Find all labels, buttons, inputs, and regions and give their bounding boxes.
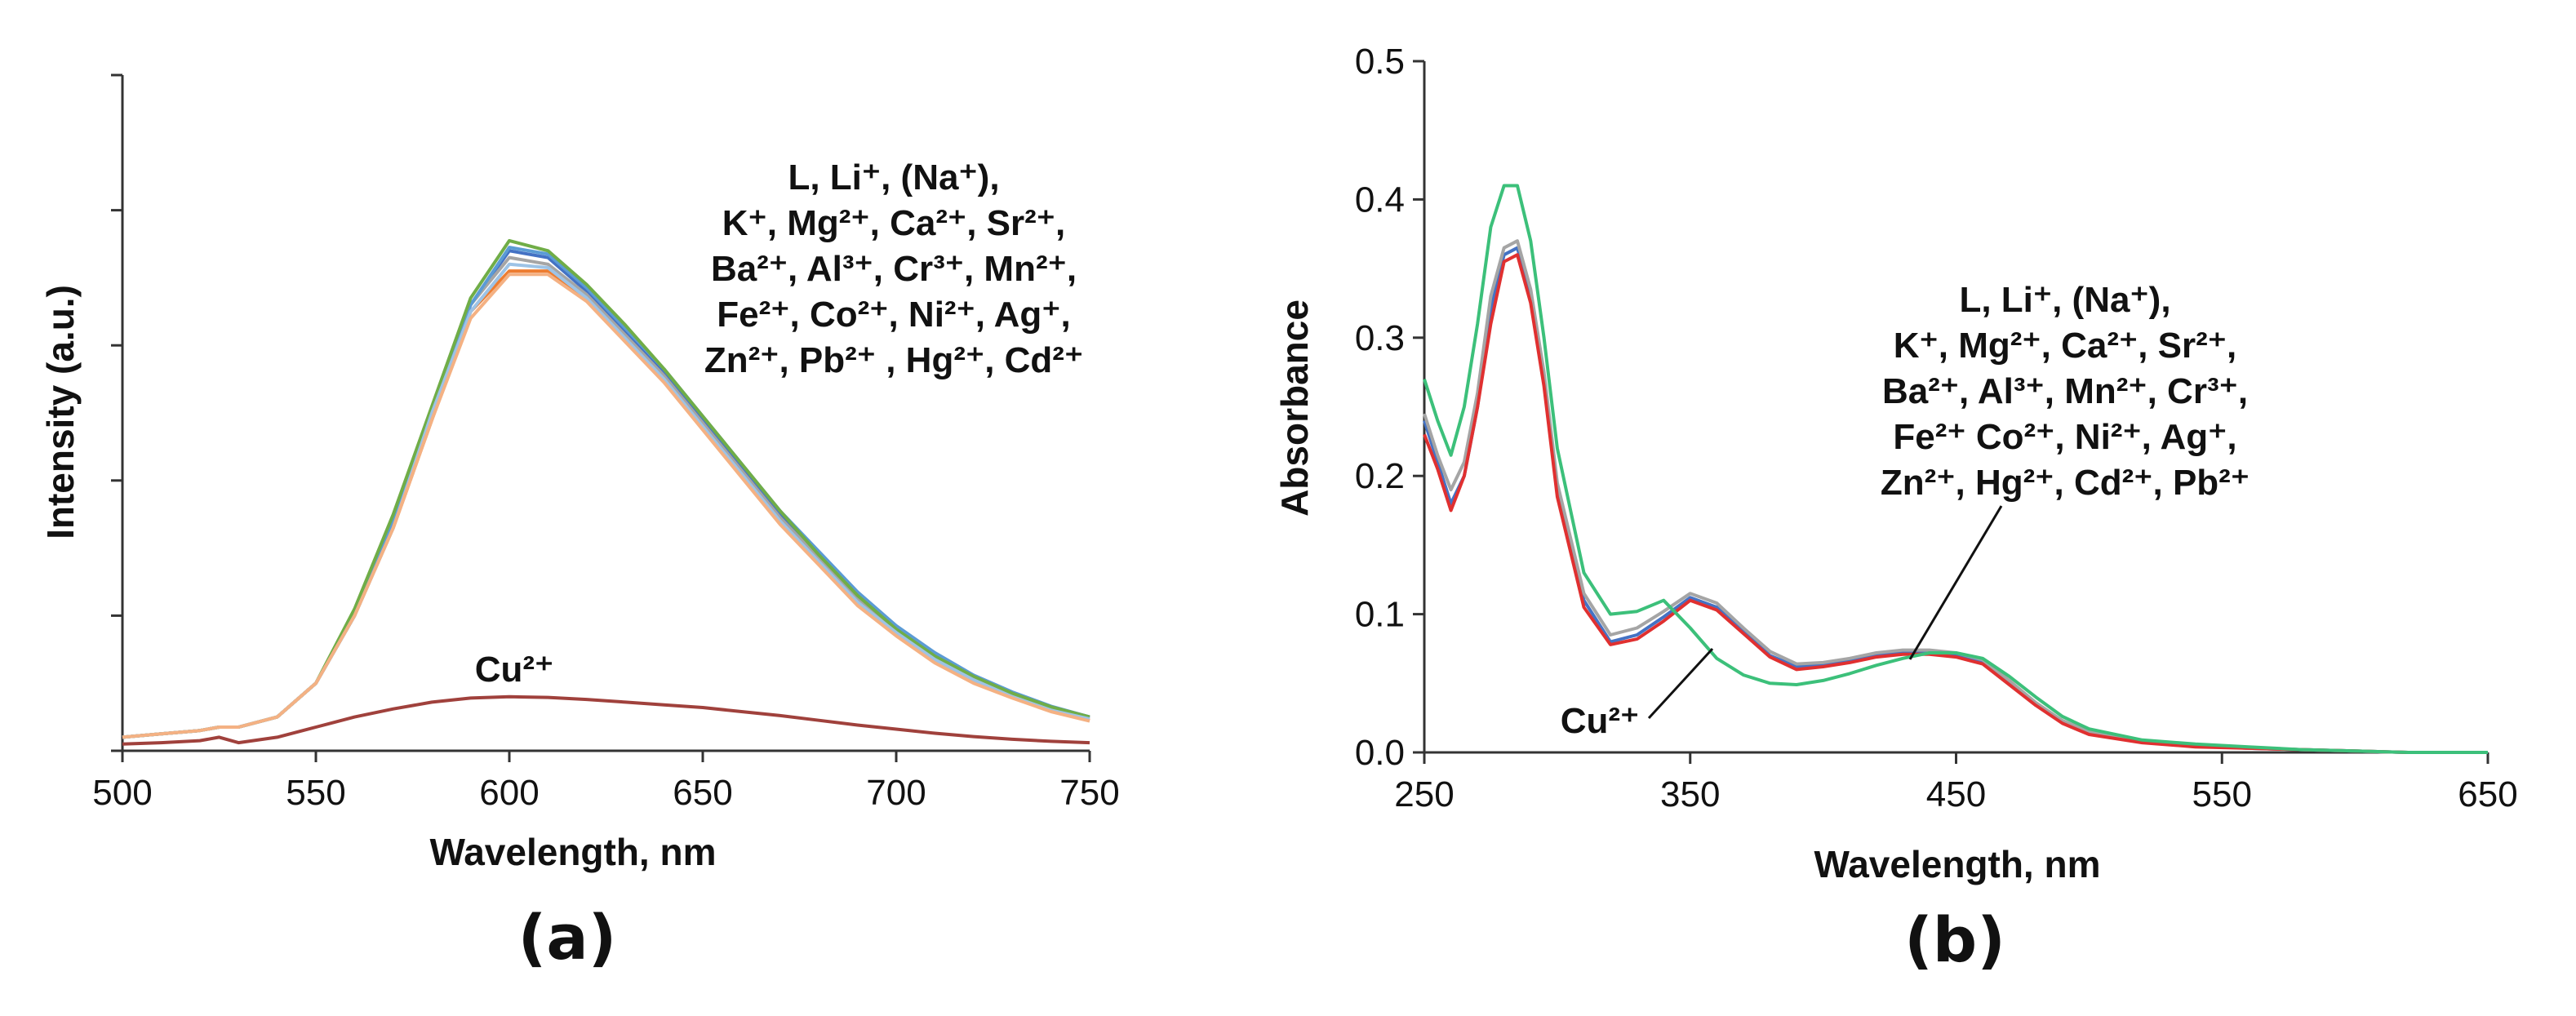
chart-a-x-tick-label: 750 [1059, 773, 1119, 813]
chart-b-legend-leader [1908, 505, 2003, 660]
chart-a-legend-line: Fe²⁺, Co²⁺, Ni²⁺, Ag⁺, [717, 295, 1070, 335]
chart-b-panel-label: (b) [1904, 903, 2005, 976]
chart-b-y-tick-label: 0.4 [1355, 180, 1405, 220]
chart-a-legend-line: Ba²⁺, Al³⁺, Cr³⁺, Mn²⁺, [711, 249, 1077, 289]
chart-b-legend-line: K⁺, Mg²⁺, Ca²⁺, Sr²⁺, [1894, 326, 2236, 366]
chart-a-legend-line: Zn²⁺, Pb²⁺ , Hg²⁺, Cd²⁺ [704, 340, 1083, 380]
chart-b-cu-annotation: Cu²⁺ [1561, 701, 1640, 741]
chart-b-x-tick-label: 250 [1394, 774, 1454, 814]
chart-b-x-tick-label: 550 [2192, 774, 2252, 814]
chart-b-legend-line: Zn²⁺, Hg²⁺, Cd²⁺, Pb²⁺ [1881, 463, 2250, 503]
chart-b-legend-line: Fe²⁺ Co²⁺, Ni²⁺, Ag⁺, [1893, 417, 2236, 457]
chart-b-y-tick-label: 0.2 [1355, 456, 1405, 496]
chart-b-legend-line: L, Li⁺, (Na⁺), [1959, 280, 2170, 320]
chart-b-y-tick-label: 0.0 [1355, 733, 1405, 773]
chart-b-y-tick-label: 0.3 [1355, 318, 1405, 358]
chart-b-xlabel: Wavelength, nm [1814, 843, 2101, 885]
chart-a-xlabel: Wavelength, nm [430, 831, 717, 873]
chart-b-y-tick-label: 0.5 [1355, 42, 1405, 82]
chart-b-legend-line: Ba²⁺, Al³⁺, Mn²⁺, Cr³⁺, [1882, 371, 2248, 411]
chart-b-cu-leader [1647, 647, 1714, 720]
chart-a: Intensity (a.u.) Wavelength, nm (a) L, L… [39, 73, 1120, 974]
chart-b-x-tick-label: 650 [2458, 774, 2517, 814]
chart-b-ylabel: Absorbance [1273, 299, 1316, 517]
chart-a-series-hg2- [122, 273, 1090, 739]
chart-a-series-cu2- [122, 694, 1090, 746]
chart-a-panel-label: (a) [518, 901, 617, 974]
chart-a-legend: L, Li⁺, (Na⁺), K⁺, Mg²⁺, Ca²⁺, Sr²⁺, Ba²… [704, 158, 1083, 380]
chart-b: Absorbance Wavelength, nm (b) L, Li⁺, (N… [1273, 42, 2518, 976]
chart-a-legend-line: K⁺, Mg²⁺, Ca²⁺, Sr²⁺, [722, 203, 1065, 243]
chart-a-x-tick-label: 550 [286, 773, 345, 813]
chart-b-x-tick-label: 350 [1660, 774, 1720, 814]
chart-b-series-pb2- [1423, 253, 2488, 754]
chart-a-legend-line: L, Li⁺, (Na⁺), [788, 158, 999, 197]
chart-b-legend: L, Li⁺, (Na⁺), K⁺, Mg²⁺, Ca²⁺, Sr²⁺, Ba²… [1881, 280, 2250, 503]
chart-a-x-tick-label: 600 [479, 773, 539, 813]
chart-a-ylabel: Intensity (a.u.) [39, 285, 82, 539]
chart-a-cu-annotation: Cu²⁺ [475, 650, 554, 690]
chart-b-y-tick-label: 0.1 [1355, 595, 1405, 635]
chart-b-x-tick-label: 450 [1926, 774, 1986, 814]
chart-b-series-cu2- [1423, 184, 2488, 754]
chart-a-x-tick-label: 650 [673, 773, 732, 813]
chart-a-x-tick-label: 500 [92, 773, 152, 813]
chart-a-x-tick-label: 700 [866, 773, 926, 813]
